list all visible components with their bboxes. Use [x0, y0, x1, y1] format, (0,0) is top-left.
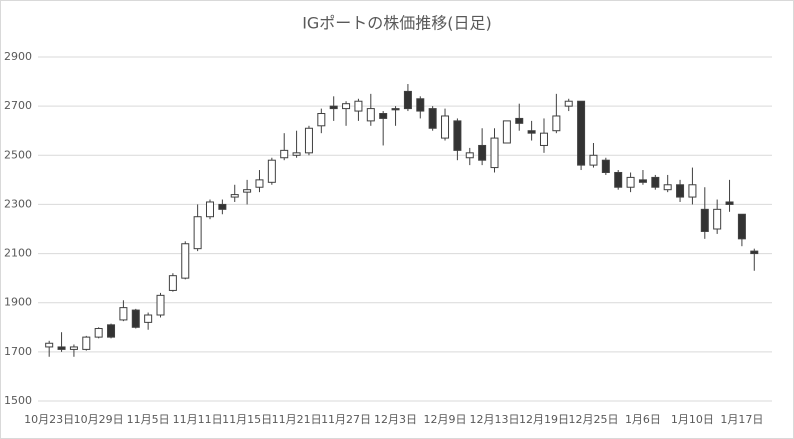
x-tick-label: 11月21日 — [272, 413, 322, 426]
candle-body — [663, 184, 672, 191]
candle-body — [156, 294, 165, 316]
candle-body — [725, 201, 734, 205]
x-tick-label: 11月27日 — [321, 413, 371, 426]
candle-body — [502, 120, 511, 144]
y-tick-label: 2100 — [4, 247, 32, 260]
candle-body — [45, 342, 54, 348]
candle-body — [515, 117, 524, 124]
candle-body — [354, 100, 363, 112]
y-tick-label: 1500 — [4, 394, 32, 407]
x-tick-label: 10月23日 — [24, 413, 74, 426]
candle-body — [205, 201, 214, 218]
x-tick-label: 11月15日 — [222, 413, 272, 426]
y-tick-label: 1900 — [4, 296, 32, 309]
candle-body — [676, 184, 685, 198]
candle-body — [255, 179, 264, 188]
candle-body — [69, 346, 78, 350]
candle-body — [107, 324, 116, 338]
candle-body — [490, 137, 499, 169]
candle-body — [243, 189, 252, 193]
x-tick-label: 12月3日 — [374, 413, 417, 426]
x-tick-label: 12月13日 — [470, 413, 520, 426]
y-tick-label: 2500 — [4, 148, 32, 161]
candle-body — [329, 105, 338, 110]
candle-body — [342, 103, 351, 110]
candle-body — [453, 120, 462, 151]
candle-body — [589, 154, 598, 166]
candle-body — [379, 113, 388, 119]
candle-body — [168, 275, 177, 291]
x-tick-label: 10月29日 — [74, 413, 124, 426]
candle-body — [94, 328, 103, 338]
candle-body — [700, 208, 709, 232]
candle-body — [478, 144, 487, 161]
candle-body — [267, 159, 276, 183]
candle-body — [82, 336, 91, 350]
candle-body — [391, 108, 400, 111]
candle-body — [465, 152, 474, 159]
candle-body — [552, 115, 561, 132]
candle-body — [750, 250, 759, 255]
candle-body — [651, 176, 660, 188]
x-tick-label: 1月6日 — [625, 413, 661, 426]
candle-body — [527, 130, 536, 134]
y-tick-label: 2700 — [4, 99, 32, 112]
candle-body — [403, 90, 412, 110]
candle-body — [144, 314, 153, 323]
chart-title: IGポートの株価推移(日足) — [302, 14, 492, 33]
candle-body — [428, 108, 437, 129]
x-tick-label: 12月25日 — [568, 413, 618, 426]
candle-body — [57, 346, 66, 350]
x-tick-label: 1月17日 — [720, 413, 763, 426]
candle-body — [193, 216, 202, 250]
candle-body — [638, 179, 647, 183]
candle-body — [713, 208, 722, 230]
candle-body — [614, 171, 623, 188]
candle-body — [539, 132, 548, 146]
x-tick-label: 12月19日 — [519, 413, 569, 426]
candle-body — [688, 184, 697, 198]
candle-body — [218, 203, 227, 210]
candle-body — [577, 100, 586, 166]
y-tick-label: 2300 — [4, 197, 32, 210]
candle-body — [280, 149, 289, 159]
candle-body — [737, 213, 746, 240]
x-tick-label: 11月5日 — [127, 413, 170, 426]
candle-body — [601, 159, 610, 173]
candle-body — [564, 100, 573, 107]
candle-body — [416, 98, 425, 112]
candle-body — [304, 127, 313, 154]
candle-body — [441, 115, 450, 139]
y-tick-label: 2900 — [4, 50, 32, 63]
x-tick-label: 11月11日 — [173, 413, 223, 426]
candle-body — [366, 108, 375, 122]
candle-body — [230, 194, 239, 198]
x-tick-label: 12月9日 — [424, 413, 467, 426]
candle-body — [119, 307, 128, 321]
x-tick-label: 1月10日 — [671, 413, 714, 426]
candle-body — [317, 113, 326, 127]
candle-body — [181, 243, 190, 279]
y-tick-label: 1700 — [4, 345, 32, 358]
candle-body — [131, 309, 140, 328]
candle-body — [292, 152, 301, 156]
candle-body — [626, 176, 635, 188]
